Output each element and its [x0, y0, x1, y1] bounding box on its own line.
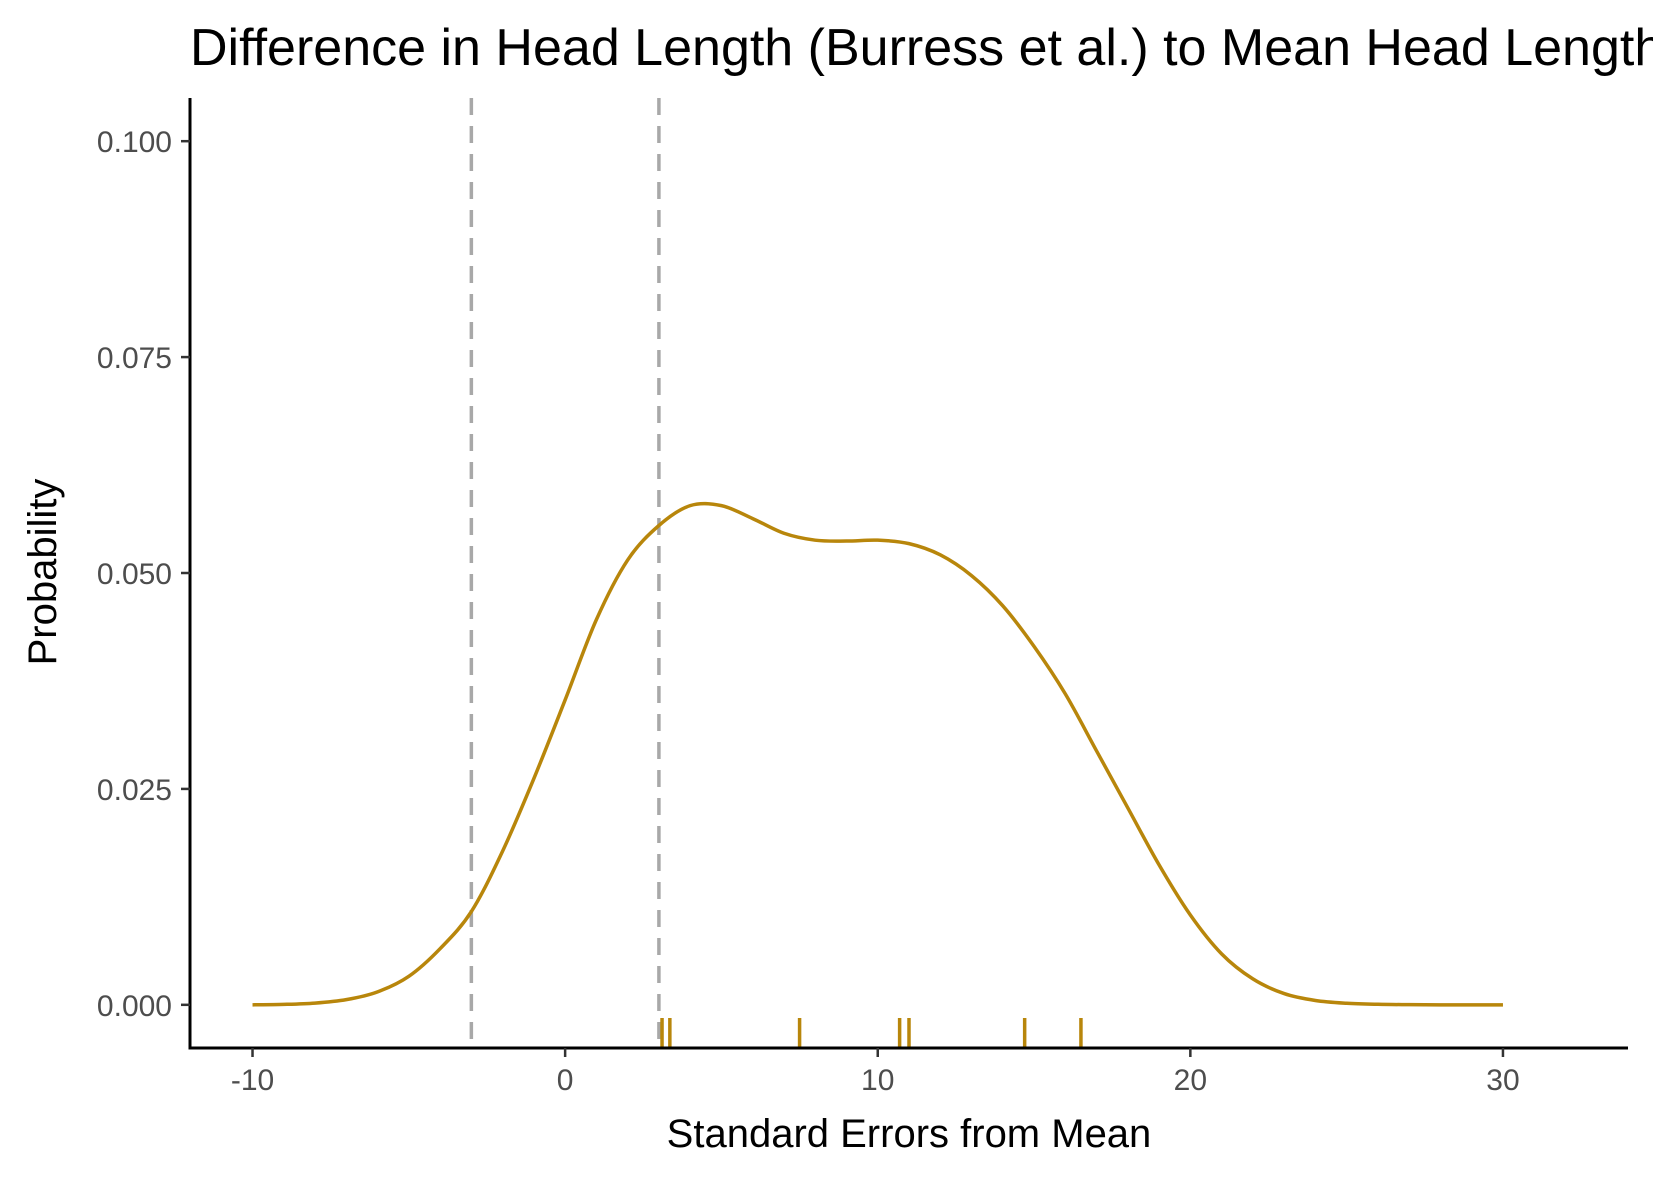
x-axis-title: Standard Errors from Mean — [667, 1112, 1152, 1156]
x-tick-label-2: 0 — [557, 1064, 574, 1097]
y-axis-title: Probability — [21, 479, 65, 666]
x-tick-label-3: 10 — [861, 1064, 894, 1097]
y-tick-label-4: 0.075 — [97, 342, 172, 375]
plot-area — [252, 98, 1503, 1048]
y-tick-label-3: 0.050 — [97, 558, 172, 591]
y-tick-label-5: 0.100 — [97, 126, 172, 159]
x-tick-label-4: 20 — [1174, 1064, 1207, 1097]
chart-title: Difference in Head Length (Burress et al… — [190, 19, 1653, 77]
x-tick-label-5: 30 — [1486, 1064, 1519, 1097]
axes: -10 0 10 20 30 0.000 0.025 0.050 0.075 0.100 — [97, 98, 1628, 1097]
density-curve — [252, 501, 1503, 1007]
x-tick-label-1: -10 — [231, 1064, 274, 1097]
y-tick-label-2: 0.025 — [97, 774, 172, 807]
y-tick-label-1: 0.000 — [97, 990, 172, 1023]
